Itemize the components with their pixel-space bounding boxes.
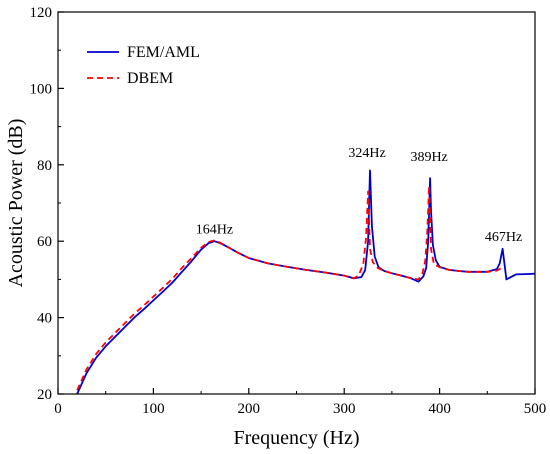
peak-annotation: 164Hz (196, 223, 233, 238)
x-tick-label: 300 (333, 401, 356, 417)
y-tick-label: 20 (37, 387, 52, 403)
y-tick-label: 40 (37, 311, 52, 327)
x-tick-label: 500 (524, 401, 547, 417)
axis-ticks: 0 100 200 300 400 500 20 40 60 80 100 120 (30, 5, 547, 417)
y-tick-label: 120 (30, 5, 53, 21)
x-axis-title: Frequency (Hz) (233, 427, 359, 449)
y-tick-label: 100 (30, 81, 53, 97)
legend-label: FEM/AML (127, 44, 200, 61)
peak-annotation: 324Hz (348, 146, 385, 161)
legend: FEM/AML DBEM (87, 44, 200, 87)
legend-label: DBEM (127, 70, 173, 87)
y-tick-label: 60 (37, 234, 52, 250)
y-axis-title: Acoustic Power (dB) (5, 119, 27, 288)
x-tick-label: 200 (238, 401, 261, 417)
x-tick-label: 0 (54, 401, 62, 417)
x-tick-label: 400 (428, 401, 451, 417)
peak-annotations: 164Hz 324Hz 389Hz 467Hz (196, 146, 522, 245)
y-tick-label: 80 (37, 158, 52, 174)
series-line-dbem (76, 184, 503, 391)
peak-annotation: 467Hz (485, 230, 522, 245)
x-tick-label: 100 (142, 401, 165, 417)
plot-area (76, 169, 536, 395)
peak-annotation: 389Hz (410, 150, 447, 165)
series-line-fem-aml (76, 169, 536, 395)
